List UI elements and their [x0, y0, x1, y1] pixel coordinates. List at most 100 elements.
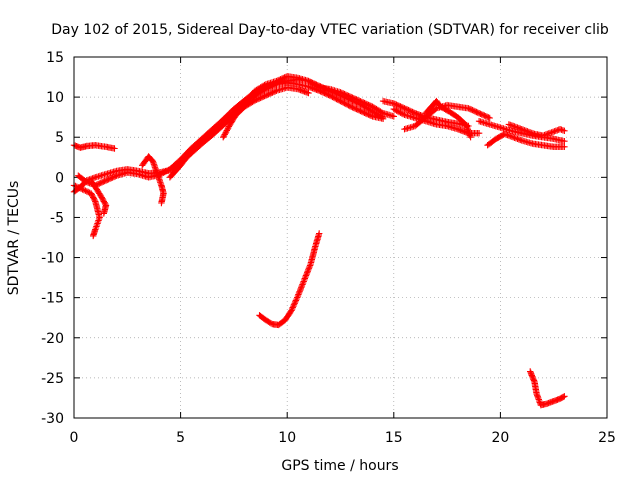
data-point: [346, 102, 353, 110]
data-point: [378, 109, 385, 116]
data-point: [561, 143, 568, 150]
x-tick-label: 15: [385, 430, 403, 446]
data-point: [305, 265, 313, 272]
plot-area: [70, 73, 568, 409]
data-point: [224, 126, 231, 133]
data-point: [510, 134, 517, 141]
data-point: [395, 108, 403, 116]
data-point: [337, 89, 344, 96]
data-point: [77, 185, 85, 192]
data-point: [316, 230, 323, 237]
data-point: [475, 130, 483, 137]
data-point: [101, 177, 108, 185]
y-tick-label: -5: [50, 210, 64, 226]
data-point: [250, 97, 258, 105]
data-point: [302, 272, 310, 279]
data-point: [354, 96, 361, 104]
data-point: [152, 165, 159, 172]
data-point: [225, 124, 232, 132]
data-point: [289, 304, 296, 311]
data-point: [291, 300, 298, 307]
data-point: [296, 288, 303, 295]
data-point: [399, 104, 407, 111]
data-point: [486, 114, 493, 122]
y-tick-label: 0: [55, 170, 64, 186]
data-point: [90, 174, 98, 182]
data-point: [261, 81, 268, 89]
data-point: [466, 132, 474, 139]
data-point: [432, 106, 439, 113]
data-point: [79, 186, 86, 193]
data-point: [101, 199, 108, 206]
data-point: [478, 111, 485, 118]
data-point: [295, 289, 303, 297]
data-point: [350, 95, 357, 102]
data-point: [502, 131, 510, 138]
data-point: [75, 184, 82, 191]
data-point: [353, 96, 360, 103]
data-point: [157, 179, 164, 186]
grid: [74, 57, 607, 418]
data-point: [554, 127, 561, 134]
data-point: [467, 134, 474, 141]
data-point: [254, 95, 262, 103]
x-tick-label: 5: [176, 430, 185, 446]
data-point: [260, 93, 267, 100]
data-point: [104, 176, 111, 184]
data-point: [155, 174, 162, 181]
data-point: [281, 74, 288, 81]
data-point: [485, 114, 492, 121]
data-point: [402, 105, 409, 113]
y-tick-label: -10: [41, 251, 64, 267]
series-arc-1: [70, 142, 118, 152]
data-point: [100, 198, 107, 205]
series-arc-7: [166, 73, 397, 181]
data-point: [90, 195, 98, 202]
data-point: [161, 168, 168, 176]
y-tick-label: 5: [55, 130, 64, 146]
data-point: [277, 76, 284, 83]
series-arc-11: [401, 101, 493, 133]
data-point: [100, 210, 107, 217]
data-point: [345, 92, 352, 100]
data-point: [353, 105, 360, 113]
x-tick-label: 10: [278, 430, 296, 446]
y-axis-label: SDTVAR / TECUs: [6, 181, 22, 296]
data-point: [505, 132, 513, 139]
y-tick-label: 15: [46, 50, 64, 66]
series-arc-8: [220, 84, 312, 141]
data-point: [292, 298, 299, 305]
data-point: [92, 224, 100, 232]
series-arc-16: [256, 230, 323, 329]
data-point: [306, 263, 313, 271]
data-point: [300, 278, 307, 285]
data-point: [90, 232, 97, 240]
data-point: [334, 96, 341, 103]
data-point: [560, 393, 567, 401]
data-point: [305, 89, 312, 97]
data-point: [109, 174, 116, 181]
data-point: [341, 100, 348, 107]
data-point: [293, 295, 300, 303]
data-point: [76, 184, 83, 192]
data-point: [561, 127, 568, 134]
data-point: [220, 132, 228, 140]
data-point: [367, 102, 375, 110]
x-tick-label: 20: [491, 430, 509, 446]
data-point: [465, 128, 472, 135]
data-point: [345, 102, 352, 109]
data-point: [338, 89, 345, 97]
data-point: [299, 281, 306, 288]
data-point: [403, 106, 411, 113]
data-point: [298, 284, 305, 291]
data-point: [349, 104, 356, 111]
data-point: [398, 110, 405, 117]
data-point: [394, 108, 401, 115]
data-point: [398, 103, 405, 111]
data-point: [314, 83, 321, 90]
data-point: [90, 194, 97, 201]
data-point: [222, 130, 229, 137]
data-point: [469, 106, 476, 114]
data-point: [108, 174, 115, 182]
data-point: [301, 275, 308, 282]
